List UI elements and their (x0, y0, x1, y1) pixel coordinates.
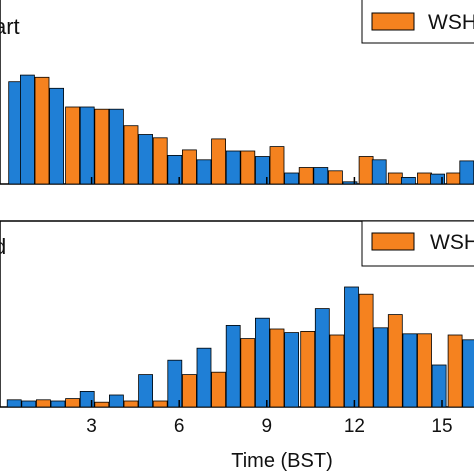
top-bar-orange-24 (358, 156, 374, 185)
bottom-bar-blue-13 (196, 347, 212, 408)
bottom-bar-blue-0 (6, 399, 22, 408)
top-bar-orange-6 (94, 108, 110, 185)
top-bar-orange-4 (65, 106, 80, 185)
bottom-bar-blue-3 (50, 400, 66, 408)
top-bar-blue-15 (225, 150, 241, 185)
bottom-bar-blue-23 (344, 286, 359, 408)
x-tick-labels: 36912151 (86, 416, 452, 437)
top-panel: art WSH (0, 0, 474, 185)
top-bar-blue-1 (19, 74, 35, 185)
top-bar-blue-23 (342, 181, 358, 185)
bottom-bar-orange-24 (358, 293, 374, 408)
bottom-bar-orange-26 (387, 314, 403, 408)
top-bar-orange-2 (34, 76, 50, 185)
bottom-bar-blue-5 (79, 390, 95, 408)
top-bar-blue-19 (284, 172, 300, 185)
top-bar-orange-28 (417, 172, 432, 185)
bottom-panel-label: d (0, 234, 6, 259)
x-tick-label-9: 9 (262, 416, 273, 437)
top-bar-orange-18 (269, 146, 285, 185)
bottom-legend: WSH (361, 220, 474, 267)
bottom-bar-blue-1 (21, 400, 37, 408)
bottom-bar-orange-8 (123, 400, 139, 408)
top-bar-blue-25 (371, 159, 387, 185)
bottom-bar-blue-17 (254, 317, 270, 408)
top-bar-orange-20 (298, 167, 314, 185)
bottom-bar-blue-19 (284, 332, 300, 408)
top-bar-blue-5 (79, 106, 95, 185)
bottom-bar-blue-11 (167, 359, 183, 408)
top-legend: WSH (361, 0, 474, 44)
bottom-bar-blue-21 (314, 308, 330, 408)
bottom-bar-orange-16 (240, 338, 256, 408)
top-bar-blue-9 (138, 134, 154, 185)
bottom-bar-orange-2 (36, 399, 51, 408)
bottom-x-ticks (90, 400, 443, 407)
bottom-bar-orange-22 (329, 334, 345, 408)
top-bar-blue-11 (167, 154, 183, 185)
bottom-bar-orange-30 (447, 334, 463, 408)
bottom-legend-label: WSH (430, 231, 474, 254)
x-tick-label-3: 3 (86, 416, 97, 437)
bottom-bar-orange-4 (65, 398, 80, 408)
bottom-bar-orange-10 (152, 400, 168, 408)
x-tick-label-12: 12 (344, 416, 365, 437)
top-bar-orange-14 (211, 138, 227, 185)
bottom-bar-orange-28 (417, 333, 432, 408)
bottom-bar-blue-9 (138, 374, 154, 408)
top-legend-swatch (371, 12, 415, 31)
top-bar-blue-3 (49, 87, 64, 185)
top-bar-blue-17 (254, 156, 270, 185)
top-panel-label: art (0, 14, 20, 39)
bottom-legend-swatch (371, 232, 415, 251)
top-bar-orange-26 (387, 172, 403, 185)
bottom-bar-blue-25 (373, 327, 389, 408)
top-bar-blue-31 (459, 160, 474, 185)
bottom-bar-orange-18 (269, 328, 285, 408)
bottom-bar-orange-6 (94, 401, 110, 408)
top-bar-blue-13 (196, 159, 212, 185)
top-x-ticks (90, 177, 443, 184)
top-bar-blue-29 (430, 173, 446, 185)
top-bar-blue-7 (109, 108, 124, 185)
top-bar-blue-27 (400, 176, 416, 185)
bottom-panel: d WSH (0, 220, 474, 408)
top-bar-orange-16 (240, 150, 256, 185)
top-bar-orange-22 (327, 170, 343, 185)
bottom-bar-orange-20 (300, 330, 316, 408)
top-bar-orange-8 (123, 125, 139, 185)
top-bar-orange-10 (152, 137, 168, 185)
bottom-bar-blue-31 (462, 339, 474, 408)
bottom-bar-blue-29 (431, 364, 447, 408)
bottom-bar-orange-12 (181, 374, 197, 408)
x-axis-title: Time (BST) (231, 450, 332, 472)
top-bar-orange-30 (446, 172, 462, 185)
x-tick-label-15: 15 (431, 416, 452, 437)
bottom-bars (6, 286, 474, 408)
bottom-bar-blue-7 (109, 394, 124, 408)
bottom-bar-blue-27 (402, 333, 418, 408)
top-bar-orange-12 (181, 149, 197, 185)
x-tick-label-6: 6 (174, 416, 185, 437)
top-legend-label: WSH (428, 11, 474, 34)
top-bars (8, 74, 474, 185)
bottom-bar-orange-14 (211, 371, 227, 408)
top-bar-blue-21 (313, 167, 329, 185)
bottom-bar-blue-15 (225, 324, 241, 408)
